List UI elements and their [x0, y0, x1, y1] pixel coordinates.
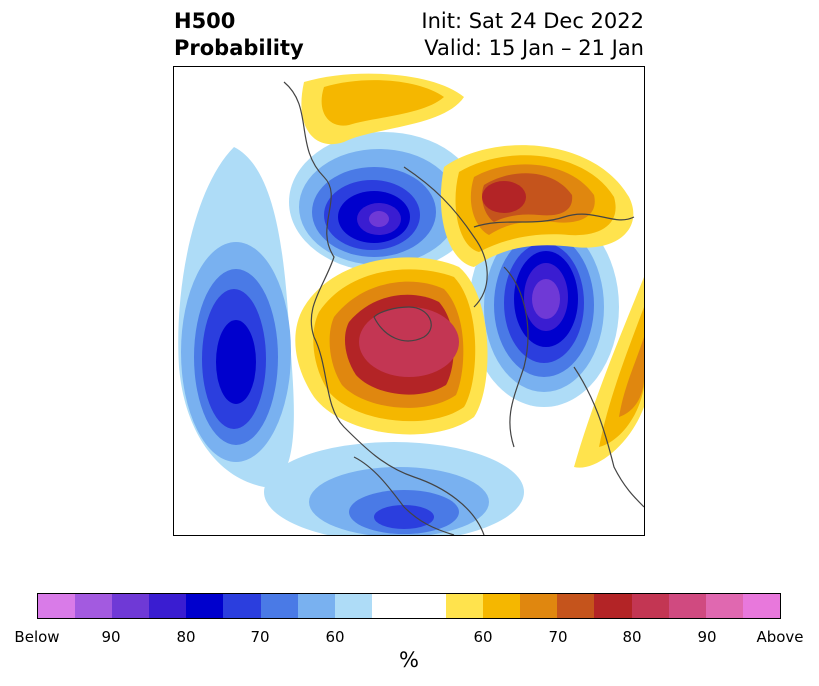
europe-above-anomaly: [440, 145, 634, 267]
colorbar-swatch: [594, 594, 632, 618]
tick-label: 60: [473, 628, 493, 646]
colorbar-swatch: [446, 594, 484, 618]
tick-label: 90: [697, 628, 717, 646]
colorbar-swatch: [223, 594, 261, 618]
tick-label: 80: [622, 628, 642, 646]
colorbar-swatch: [483, 594, 521, 618]
map-canvas: [178, 73, 644, 535]
tick-label: 90: [101, 628, 121, 646]
colorbar-swatch: [557, 594, 595, 618]
valid-range: Valid: 15 Jan – 21 Jan: [424, 36, 644, 60]
colorbar: [37, 593, 781, 619]
colorbar-swatch: [149, 594, 187, 618]
colorbar-swatch: [334, 594, 372, 618]
probability-map: [173, 66, 645, 536]
canada-above-anomaly: [301, 73, 464, 145]
colorbar-swatch: [38, 594, 76, 618]
asia-above-anomaly: [574, 277, 644, 468]
tick-label: 70: [548, 628, 568, 646]
tick-label: 80: [176, 628, 196, 646]
tick-label: Above: [756, 628, 804, 646]
colorbar-swatch: [631, 594, 669, 618]
chart-title-right: Init: Sat 24 Dec 2022 Valid: 15 Jan – 21…: [421, 8, 644, 62]
tick-label: 60: [325, 628, 345, 646]
siberia-below-anomaly: [469, 207, 619, 407]
arctic-above-anomaly: [295, 257, 488, 435]
colorbar-swatch: [408, 594, 447, 618]
tick-label: 70: [250, 628, 270, 646]
coastlines: [283, 81, 644, 535]
colorbar-swatch: [260, 594, 298, 618]
colorbar-swatch: [112, 594, 150, 618]
title-quantity: Probability: [174, 36, 304, 60]
colorbar-swatch: [668, 594, 706, 618]
colorbar-swatch: [297, 594, 335, 618]
greenland-below-anomaly: [289, 132, 479, 272]
title-variable: H500: [174, 9, 236, 33]
colorbar-swatch: [75, 594, 113, 618]
colorbar-swatch: [371, 594, 409, 618]
colorbar-swatch: [186, 594, 224, 618]
pacific-below-anomaly: [178, 147, 294, 487]
init-date: Init: Sat 24 Dec 2022: [421, 9, 644, 33]
colorbar-unit: %: [399, 648, 419, 672]
chart-title-left: H500 Probability: [174, 8, 304, 62]
colorbar-swatch: [705, 594, 743, 618]
tick-label: Below: [14, 628, 60, 646]
colorbar-swatch: [742, 594, 780, 618]
colorbar-swatch: [520, 594, 558, 618]
us-below-anomaly: [264, 442, 524, 535]
